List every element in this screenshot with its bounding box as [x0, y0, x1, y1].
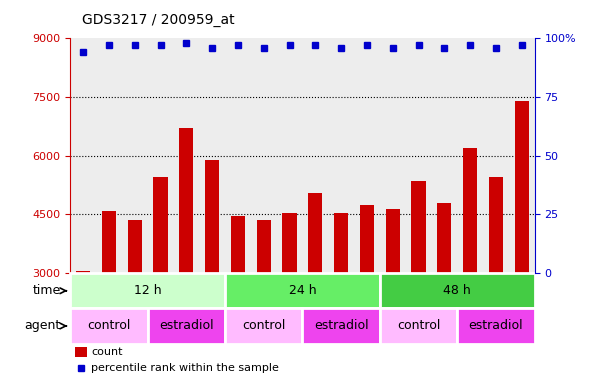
Bar [380, 273, 535, 308]
Text: GDS3217 / 200959_at: GDS3217 / 200959_at [82, 13, 235, 27]
Bar [225, 273, 380, 308]
Bar [334, 212, 348, 384]
Bar [380, 38, 406, 273]
Bar [225, 38, 251, 273]
Text: count: count [91, 347, 123, 357]
Bar [302, 38, 328, 273]
Bar [128, 220, 142, 384]
Bar [302, 308, 380, 344]
Text: 12 h: 12 h [134, 284, 161, 297]
Bar [457, 308, 535, 344]
Bar [354, 38, 380, 273]
Bar [70, 273, 225, 308]
Bar [96, 38, 122, 273]
Bar [431, 38, 457, 273]
Text: percentile rank within the sample: percentile rank within the sample [91, 362, 279, 372]
Bar [199, 38, 225, 273]
Bar [483, 38, 509, 273]
Bar [463, 148, 477, 384]
Bar [437, 203, 452, 384]
Bar [282, 212, 297, 384]
Bar [509, 38, 535, 273]
Bar [257, 220, 271, 384]
Bar [205, 160, 219, 384]
Bar [360, 205, 374, 384]
Bar [328, 38, 354, 273]
Bar [179, 128, 194, 384]
Bar [174, 38, 199, 273]
Bar [75, 347, 87, 358]
Text: estradiol: estradiol [314, 319, 368, 333]
Bar [70, 308, 148, 344]
Bar [70, 38, 96, 273]
Text: 48 h: 48 h [444, 284, 471, 297]
Bar [514, 101, 529, 384]
Bar [102, 210, 116, 384]
Text: 24 h: 24 h [288, 284, 316, 297]
Bar [457, 38, 483, 273]
Bar [251, 38, 277, 273]
Bar [76, 271, 90, 384]
Bar [231, 217, 245, 384]
Text: control: control [397, 319, 440, 333]
Bar [380, 308, 457, 344]
Bar [411, 181, 426, 384]
Text: agent: agent [24, 319, 61, 333]
Bar [225, 308, 302, 344]
Text: time: time [33, 284, 61, 297]
Bar [489, 177, 503, 384]
Bar [148, 308, 225, 344]
Bar [309, 193, 323, 384]
Bar [148, 38, 174, 273]
Bar [153, 177, 167, 384]
Bar [277, 38, 302, 273]
Bar [386, 209, 400, 384]
Bar [406, 38, 431, 273]
Text: estradiol: estradiol [469, 319, 523, 333]
Bar [122, 38, 148, 273]
Text: estradiol: estradiol [159, 319, 214, 333]
Text: control: control [242, 319, 285, 333]
Text: control: control [87, 319, 131, 333]
